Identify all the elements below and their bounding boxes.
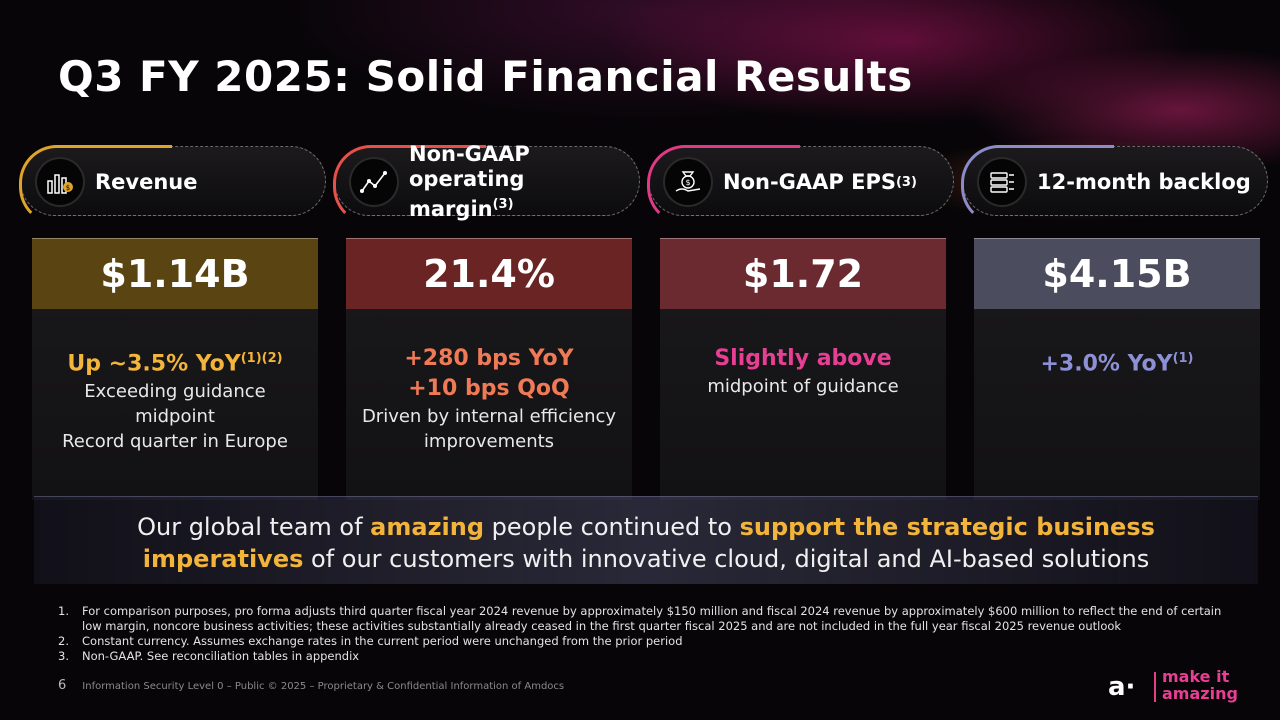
brand-logo: a· make it amazing [1108, 666, 1238, 706]
logo-divider [1154, 672, 1156, 702]
footer-text: Information Security Level 0 – Public © … [82, 681, 565, 692]
metric-value: $1.14B [32, 238, 318, 309]
highlight-text: +3.0% YoY(1) [1040, 351, 1194, 377]
metric-column: $1.72 Slightly above midpoint of guidanc… [660, 238, 946, 500]
card-label: 12-month backlog [1037, 169, 1251, 194]
page-number: 6 [58, 678, 67, 693]
card-header-pill: $ Revenue [19, 145, 326, 225]
card-eps: $ Non-GAAP EPS (3) $1.72 Slightly above m… [647, 145, 954, 500]
brand-tagline: make it amazing [1162, 667, 1238, 703]
card-label: Revenue [95, 169, 198, 194]
desc-line: Exceeding guidance [84, 381, 266, 403]
footnote: 2. Constant currency. Assumes exchange ra… [58, 634, 683, 648]
page-title: Q3 FY 2025: Solid Financial Results [58, 52, 913, 101]
svg-text:$: $ [66, 184, 70, 192]
banner-line-1: Our global team of amazing people contin… [137, 513, 1155, 541]
metric-value: $1.72 [660, 238, 946, 309]
card-label: Non-GAAP operating margin(3) [409, 142, 530, 221]
card-operating-margin: Non-GAAP operating margin(3) 21.4% +280 … [333, 142, 640, 500]
metric-column: 21.4% +280 bps YoY +10 bps QoQ Driven by… [346, 238, 632, 500]
backlog-list-icon [979, 159, 1025, 205]
footer: 6 Information Security Level 0 – Public ©… [58, 678, 564, 693]
card-revenue: $ Revenue $1.14B Up ~3.5% YoY(1)(2) Exce… [19, 145, 326, 500]
metric-column: $1.14B Up ~3.5% YoY(1)(2) Exceeding guid… [32, 238, 318, 500]
bar-chart-icon: $ [37, 159, 83, 205]
footnote: 3. Non-GAAP. See reconciliation tables in… [58, 649, 360, 663]
highlight-text-2: +10 bps QoQ [408, 376, 570, 401]
amdocs-logo-mark: a· [1108, 672, 1136, 702]
desc-line: Record quarter in Europe [62, 431, 288, 453]
svg-text:$: $ [685, 178, 690, 187]
card-header-pill: $ Non-GAAP EPS (3) [647, 145, 954, 225]
desc-line: improvements [423, 431, 555, 452]
desc-line: Driven by internal efficiency [361, 406, 617, 427]
summary-banner: Our global team of amazing people contin… [34, 496, 1258, 584]
metric-value: 21.4% [346, 238, 632, 309]
desc-line: midpoint of guidance [707, 376, 899, 397]
money-hand-icon: $ [665, 159, 711, 205]
highlight-text: Slightly above [714, 346, 892, 371]
footnote: 1. For comparison purposes, pro forma adj… [58, 604, 1222, 633]
card-header-pill: Non-GAAP operating margin(3) [333, 142, 640, 225]
card-backlog: 12-month backlog $4.15B +3.0% YoY(1) [961, 145, 1268, 500]
card-label: Non-GAAP EPS (3) [723, 169, 917, 194]
desc-line: midpoint [135, 406, 215, 428]
metric-value: $4.15B [974, 238, 1260, 309]
line-chart-icon [351, 159, 397, 205]
footnotes: 1. For comparison purposes, pro forma adj… [58, 604, 1238, 664]
highlight-text: Up ~3.5% YoY(1)(2) [67, 351, 283, 377]
card-header-pill: 12-month backlog [961, 145, 1268, 225]
highlight-text: +280 bps YoY [404, 346, 574, 371]
metric-column: $4.15B +3.0% YoY(1) [974, 238, 1260, 500]
banner-line-2: imperatives of our customers with innova… [142, 545, 1150, 573]
